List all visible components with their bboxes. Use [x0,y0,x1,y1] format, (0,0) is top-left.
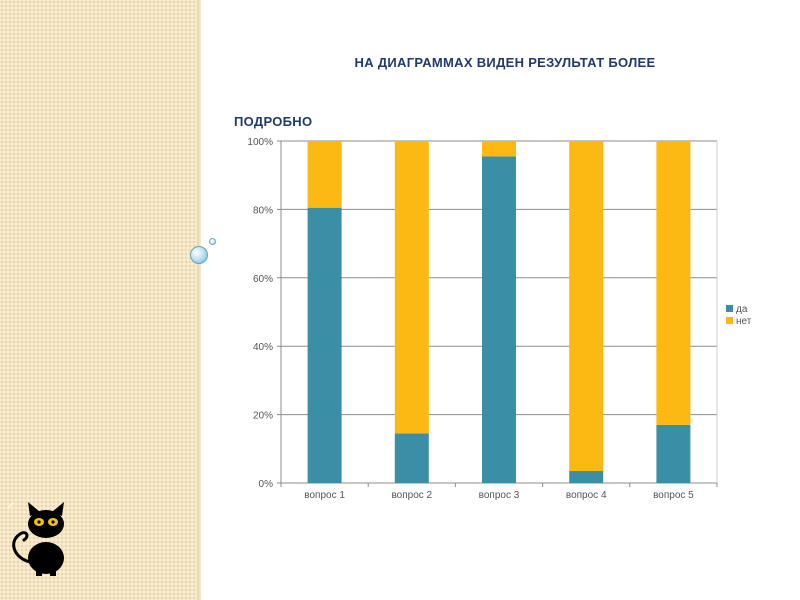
bar-da [656,424,691,483]
slide-title: НА ДИАГРАММАХ ВИДЕН РЕЗУЛЬТАТ БОЛЕЕ [354,55,656,70]
side-panel-edge [197,0,201,600]
x-tick-label: вопрос 2 [391,490,432,501]
bar-da [482,156,516,483]
bar-net [656,141,691,425]
y-tick-label: 100% [247,137,273,148]
legend-label: да [736,304,748,315]
black-cat-icon [7,501,64,576]
y-tick-label: 20% [253,411,273,422]
slide-title-line2: ПОДРОБНО [234,114,313,129]
y-tick-label: 80% [253,205,273,216]
bar-net [569,141,604,472]
x-tick-label: вопрос 4 [566,490,607,501]
legend-swatch-net [726,317,733,324]
bar-net [394,141,429,434]
y-tick-label: 40% [253,342,273,353]
legend-label: нет [736,316,752,327]
bar-net [482,141,516,157]
x-tick-label: вопрос 1 [304,490,345,501]
legend-swatch-da [726,305,733,312]
decorative-side-panel [0,0,197,600]
bar-da [569,471,604,483]
x-tick-label: вопрос 5 [653,490,694,501]
bar-da [394,433,429,483]
x-tick-label: вопрос 3 [479,490,520,501]
bubble-icon [190,246,208,264]
y-tick-label: 0% [259,479,274,490]
y-tick-label: 60% [253,274,273,285]
bar-da [307,207,342,483]
bar-net [307,141,342,208]
small-bubble-icon [209,238,216,245]
